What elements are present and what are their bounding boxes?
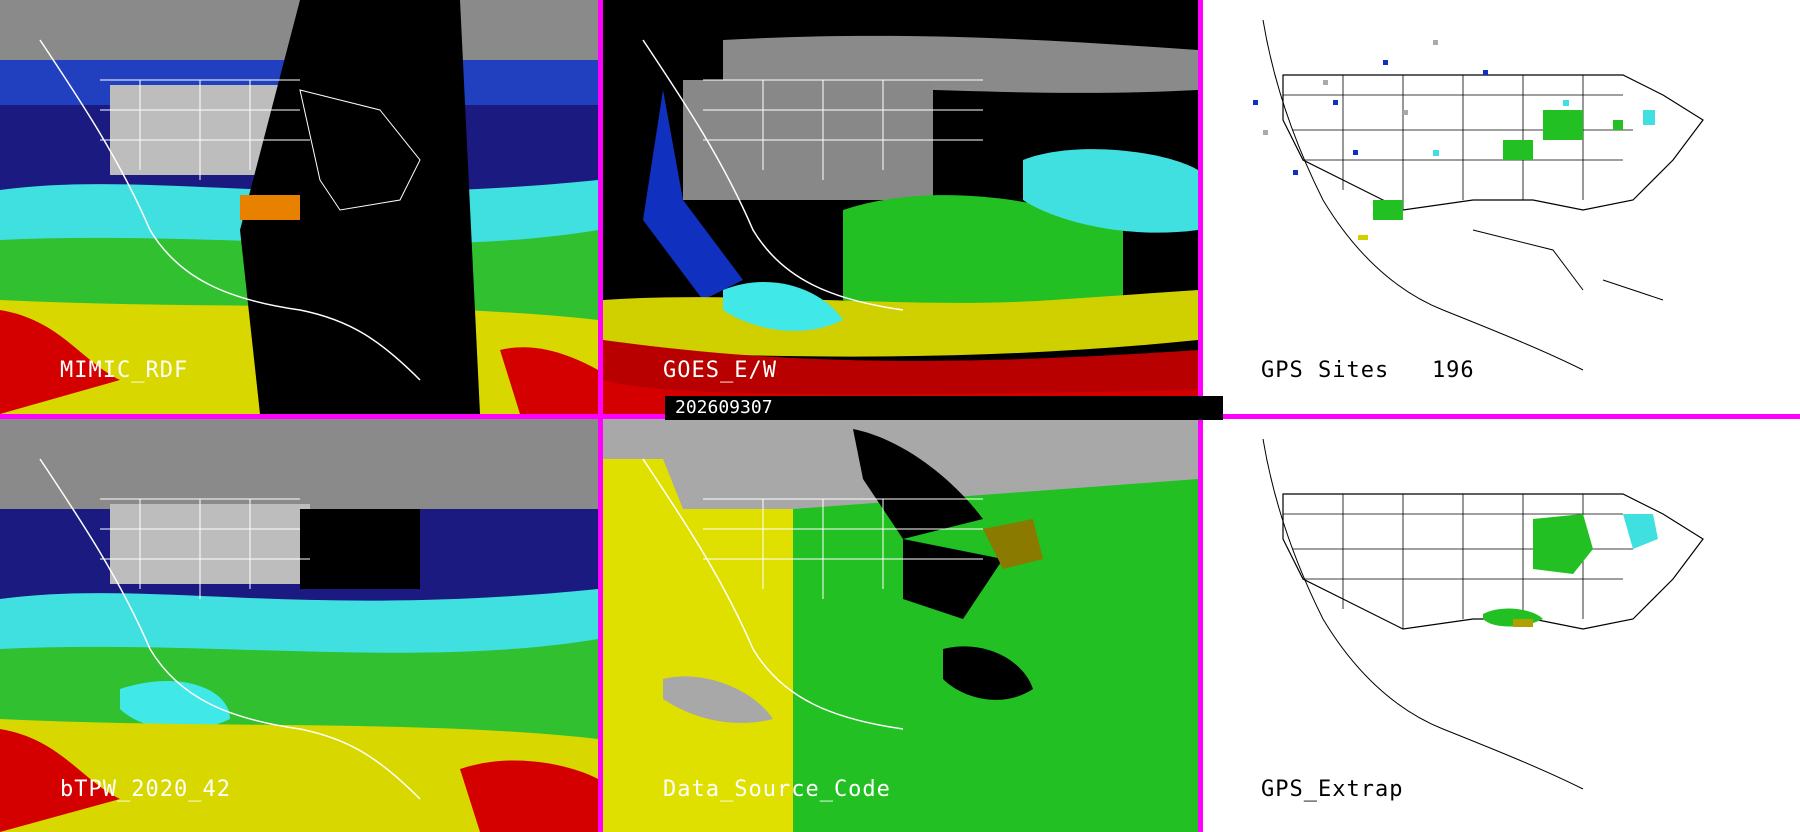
panel-btpw: bTPW_2020_42 (0, 419, 598, 832)
panel-label: GOES_E/W (663, 358, 777, 383)
panel-label: GPS_Extrap (1261, 777, 1404, 802)
goes-ew-map (603, 0, 1198, 414)
btpw-map (0, 419, 598, 832)
panel-label: bTPW_2020_42 (60, 777, 231, 802)
mimic-rdf-map (0, 0, 598, 414)
panel-gps-sites: GPS Sites 196 (1203, 0, 1800, 414)
panel-label: MIMIC_RDF (60, 358, 189, 383)
data-source-code-map (603, 419, 1198, 832)
panel-mimic-rdf: MIMIC_RDF (0, 0, 598, 414)
panel-goes-ew: GOES_E/W (603, 0, 1198, 414)
panel-gps-extrap: GPS_Extrap (1203, 419, 1800, 832)
panel-data-source-code: Data_Source_Code (603, 419, 1198, 832)
gps-extrap-map (1262, 438, 1704, 790)
panel-label: GPS Sites 196 (1261, 358, 1475, 383)
gps-site-markers-green (1373, 110, 1623, 220)
gps-sites-map (1253, 19, 1704, 371)
timestamp-bar: 202609307 (665, 396, 1223, 420)
panel-label: Data_Source_Code (663, 777, 891, 802)
